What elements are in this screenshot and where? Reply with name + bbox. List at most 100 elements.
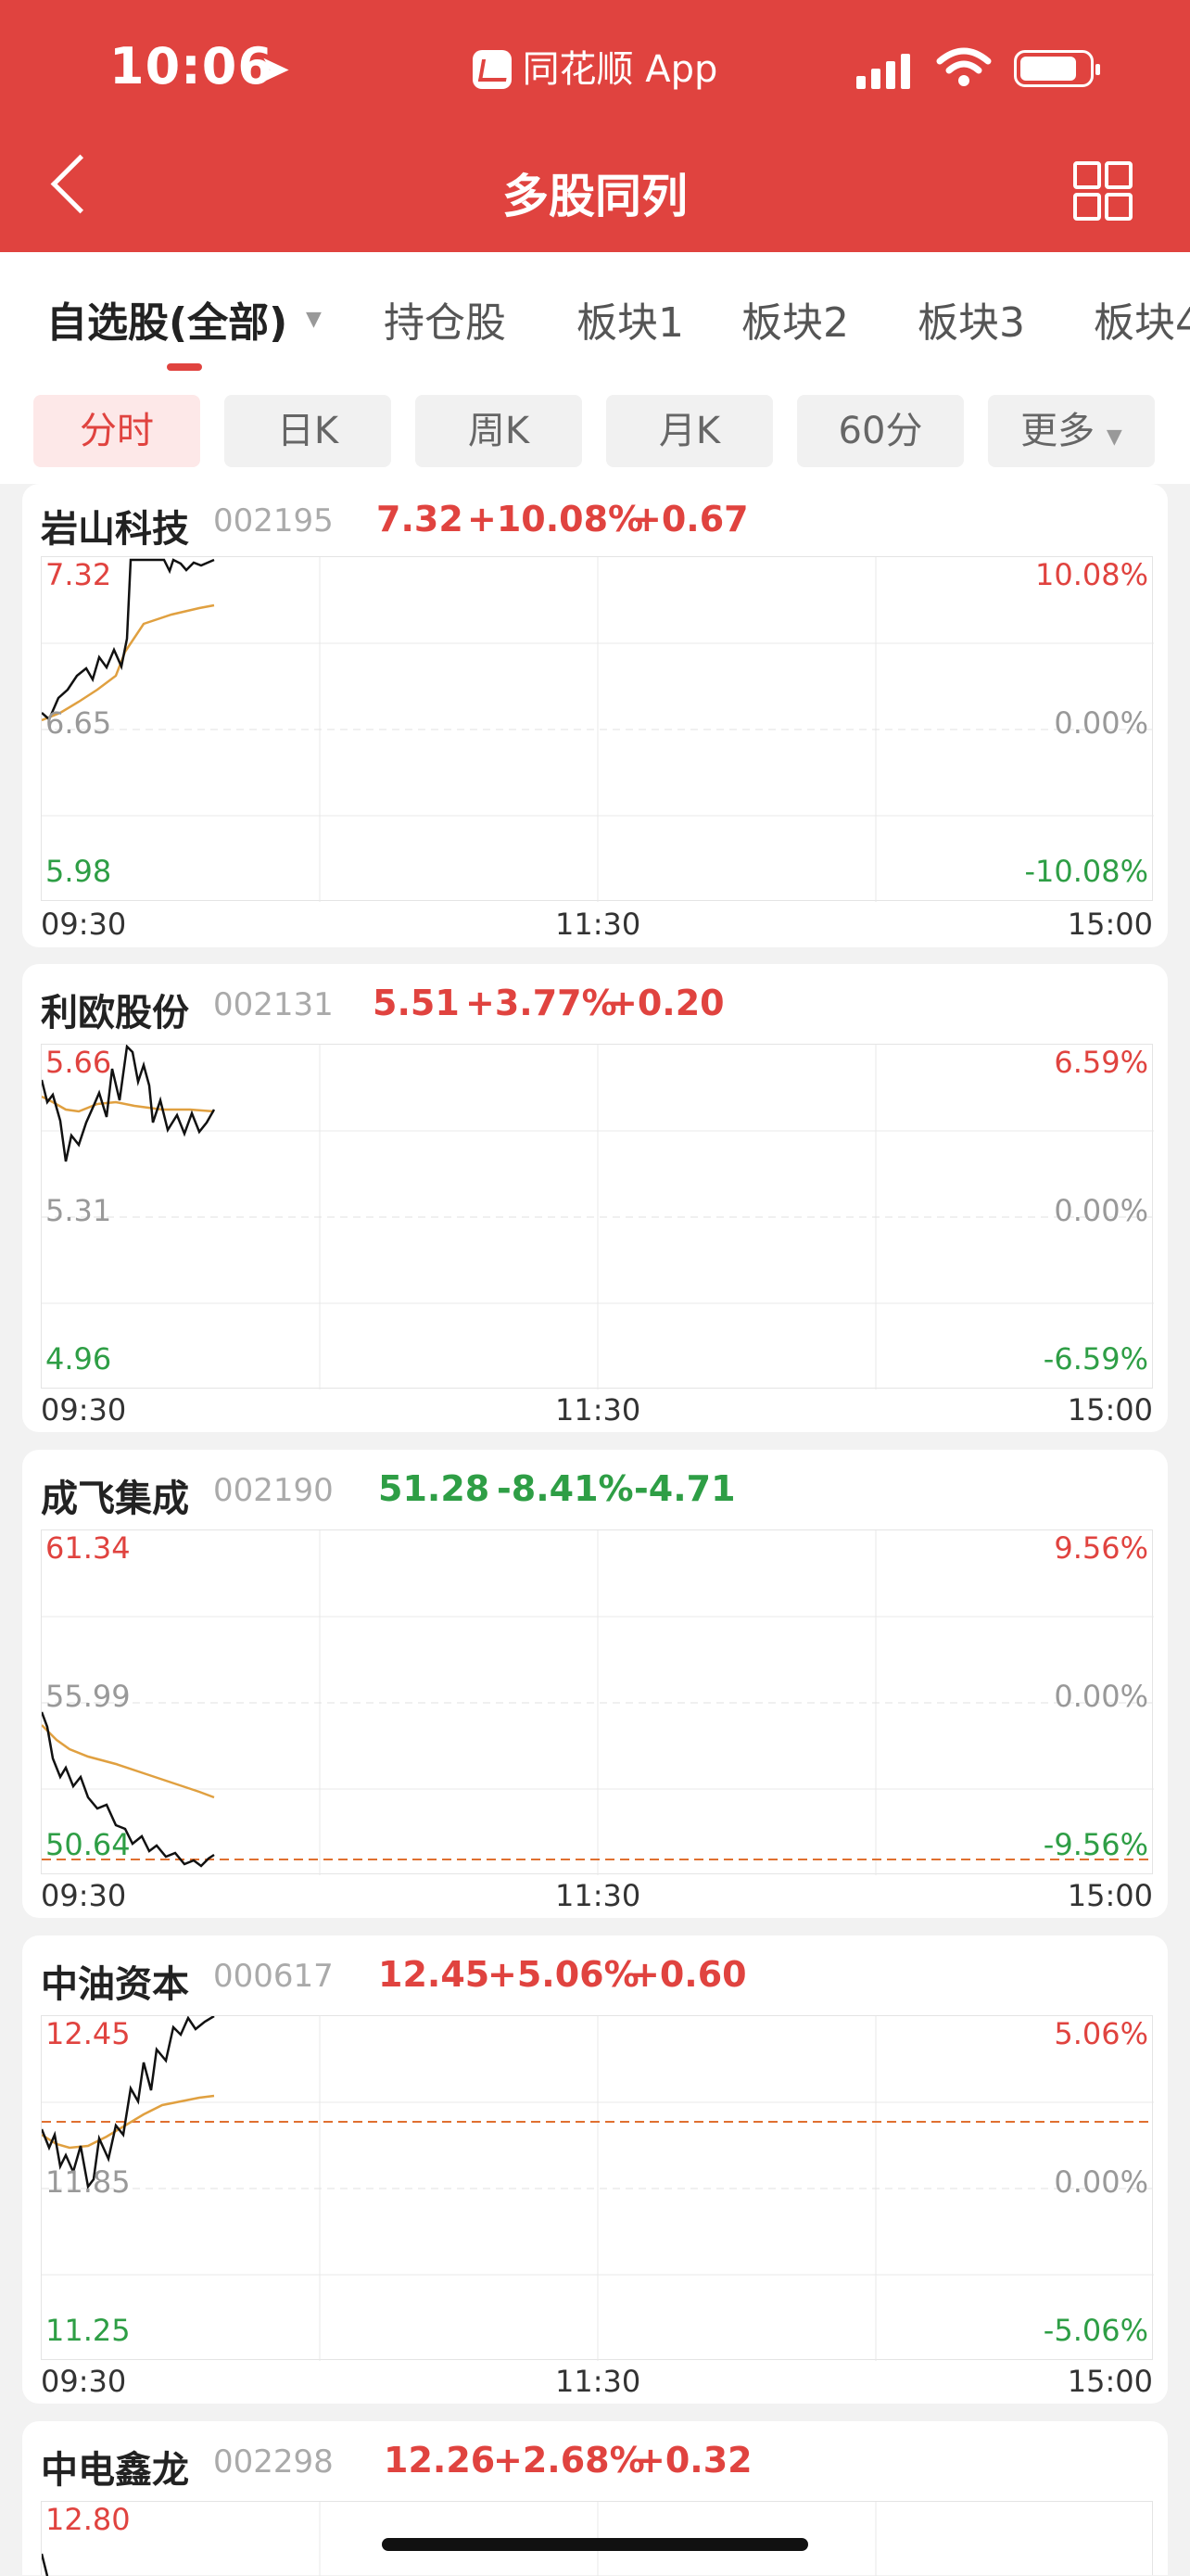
chart-canvas bbox=[42, 1045, 1154, 1390]
tab-sector-2[interactable]: 板块2 bbox=[741, 299, 849, 347]
active-tab-indicator bbox=[167, 363, 202, 371]
status-time: 10:06 bbox=[109, 37, 273, 95]
tab-sector-1[interactable]: 板块1 bbox=[576, 299, 684, 347]
stock-code: 002298 bbox=[213, 2443, 334, 2481]
intraday-chart: 5.66 5.31 4.96 6.59% 0.00% -6.59% bbox=[41, 1044, 1154, 1390]
page-title: 多股同列 bbox=[502, 170, 688, 223]
stock-code: 002131 bbox=[213, 986, 334, 1023]
pct-bottom-label: -10.08% bbox=[1024, 854, 1148, 889]
period-selector: 分时 日K 周K 月K 60分 更多 ▼ bbox=[0, 371, 1190, 484]
price-top-label: 61.34 bbox=[45, 1530, 131, 1566]
app-header: 10:06 ➤ 同花顺 App 多股同列 bbox=[0, 0, 1190, 252]
period-weekly[interactable]: 周K bbox=[415, 395, 582, 467]
price-bottom-label: 11.25 bbox=[45, 2313, 131, 2348]
stock-change: +0.67 bbox=[632, 499, 749, 539]
pct-bottom-label: -5.06% bbox=[1043, 2313, 1148, 2348]
stock-price: 7.32 bbox=[376, 499, 463, 539]
tab-watchlist[interactable]: 自选股(全部) bbox=[46, 299, 288, 347]
time-mid: 11:30 bbox=[555, 1392, 641, 1428]
tab-dropdown-icon[interactable]: ▼ bbox=[306, 308, 322, 331]
grid-view-icon[interactable] bbox=[1073, 161, 1133, 221]
time-start: 09:30 bbox=[41, 907, 127, 942]
price-mid-label: 5.31 bbox=[45, 1193, 112, 1228]
stock-code: 002195 bbox=[213, 502, 334, 539]
time-end: 15:00 bbox=[1067, 907, 1153, 942]
stock-name: 中电鑫龙 bbox=[41, 2449, 189, 2492]
stock-change-pct: +3.77% bbox=[465, 983, 617, 1023]
price-top-label: 12.80 bbox=[45, 2502, 131, 2537]
more-dropdown-icon: ▼ bbox=[1106, 425, 1122, 449]
pct-top-label: 6.59% bbox=[1054, 1045, 1148, 1080]
location-arrow-icon: ➤ bbox=[260, 48, 291, 91]
pct-mid-label: 0.00% bbox=[1054, 705, 1148, 741]
stock-price: 5.51 bbox=[373, 983, 460, 1023]
price-top-label: 7.32 bbox=[45, 557, 112, 592]
time-start: 09:30 bbox=[41, 1392, 127, 1428]
price-bottom-label: 4.96 bbox=[45, 1341, 112, 1377]
stock-change-pct: +10.08% bbox=[467, 499, 644, 539]
pct-bottom-label: -6.59% bbox=[1043, 1341, 1148, 1377]
stock-change-pct: -8.41% bbox=[497, 1468, 634, 1509]
signal-icon bbox=[856, 52, 916, 89]
price-mid-label: 6.65 bbox=[45, 705, 112, 741]
intraday-chart: 12.45 11.85 11.25 5.06% 0.00% -5.06% bbox=[41, 2015, 1154, 2361]
chart-canvas bbox=[42, 557, 1154, 902]
stock-card[interactable]: 岩山科技 002195 7.32 +10.08% +0.67 7.32 6.65… bbox=[22, 484, 1168, 947]
home-indicator bbox=[382, 2538, 808, 2551]
chart-canvas bbox=[42, 2016, 1154, 2361]
price-bottom-label: 50.64 bbox=[45, 1827, 131, 1862]
stock-change: +0.60 bbox=[630, 1954, 747, 1995]
battery-icon bbox=[1014, 50, 1100, 87]
pct-top-label: 10.08% bbox=[1034, 557, 1148, 592]
price-mid-label: 11.85 bbox=[45, 2164, 131, 2200]
chart-canvas bbox=[42, 1530, 1154, 1875]
stock-card[interactable]: 成飞集成 002190 51.28 -8.41% -4.71 61.34 55.… bbox=[22, 1450, 1168, 1918]
pct-top-label: 9.56% bbox=[1054, 1530, 1148, 1566]
stock-price: 12.45 bbox=[378, 1954, 490, 1995]
price-top-label: 5.66 bbox=[45, 1045, 112, 1080]
tab-sector-4[interactable]: 板块4 bbox=[1094, 299, 1190, 347]
period-daily[interactable]: 日K bbox=[224, 395, 391, 467]
group-tabs: 自选股(全部) ▼ 持仓股 板块1 板块2 板块3 板块4 bbox=[0, 252, 1190, 372]
time-mid: 11:30 bbox=[555, 907, 641, 942]
stock-name: 岩山科技 bbox=[41, 508, 189, 551]
wifi-icon bbox=[936, 47, 992, 86]
period-intraday[interactable]: 分时 bbox=[33, 395, 200, 467]
pct-mid-label: 0.00% bbox=[1054, 1193, 1148, 1228]
stock-card[interactable]: 中油资本 000617 12.45 +5.06% +0.60 12.45 11.… bbox=[22, 1935, 1168, 2404]
stock-change: +0.32 bbox=[636, 2440, 753, 2481]
stock-code: 000617 bbox=[213, 1958, 334, 1995]
stock-code: 002190 bbox=[213, 1472, 334, 1509]
price-top-label: 12.45 bbox=[45, 2016, 131, 2051]
stock-price: 51.28 bbox=[378, 1468, 490, 1509]
pct-mid-label: 0.00% bbox=[1054, 2164, 1148, 2200]
time-mid: 11:30 bbox=[555, 2364, 641, 2399]
time-end: 15:00 bbox=[1067, 1392, 1153, 1428]
pct-top-label: 5.06% bbox=[1054, 2016, 1148, 2051]
time-mid: 11:30 bbox=[555, 1878, 641, 1913]
time-end: 15:00 bbox=[1067, 2364, 1153, 2399]
pct-mid-label: 0.00% bbox=[1054, 1679, 1148, 1714]
stock-card[interactable]: 中电鑫龙 002298 12.26 +2.68% +0.32 12.80 bbox=[22, 2421, 1168, 2576]
period-more[interactable]: 更多 ▼ bbox=[988, 395, 1155, 467]
time-start: 09:30 bbox=[41, 2364, 127, 2399]
stock-change: -4.71 bbox=[634, 1468, 736, 1509]
stock-name: 成飞集成 bbox=[41, 1478, 189, 1520]
time-end: 15:00 bbox=[1067, 1878, 1153, 1913]
app-logo-icon bbox=[472, 50, 512, 89]
tab-sector-3[interactable]: 板块3 bbox=[918, 299, 1025, 347]
price-bottom-label: 5.98 bbox=[45, 854, 112, 889]
stock-price: 12.26 bbox=[384, 2440, 496, 2481]
tab-holdings[interactable]: 持仓股 bbox=[384, 299, 506, 347]
price-mid-label: 55.99 bbox=[45, 1679, 131, 1714]
stock-card[interactable]: 利欧股份 002131 5.51 +3.77% +0.20 5.66 5.31 … bbox=[22, 964, 1168, 1432]
period-60min[interactable]: 60分 bbox=[797, 395, 964, 467]
period-monthly[interactable]: 月K bbox=[606, 395, 773, 467]
intraday-chart: 7.32 6.65 5.98 10.08% 0.00% -10.08% bbox=[41, 556, 1154, 902]
stock-change-pct: +5.06% bbox=[487, 1954, 639, 1995]
intraday-chart: 12.80 bbox=[41, 2501, 1153, 2576]
stock-change: +0.20 bbox=[608, 983, 725, 1023]
stock-name: 利欧股份 bbox=[41, 992, 189, 1034]
pct-bottom-label: -9.56% bbox=[1043, 1827, 1148, 1862]
stock-name: 中油资本 bbox=[41, 1963, 189, 2006]
